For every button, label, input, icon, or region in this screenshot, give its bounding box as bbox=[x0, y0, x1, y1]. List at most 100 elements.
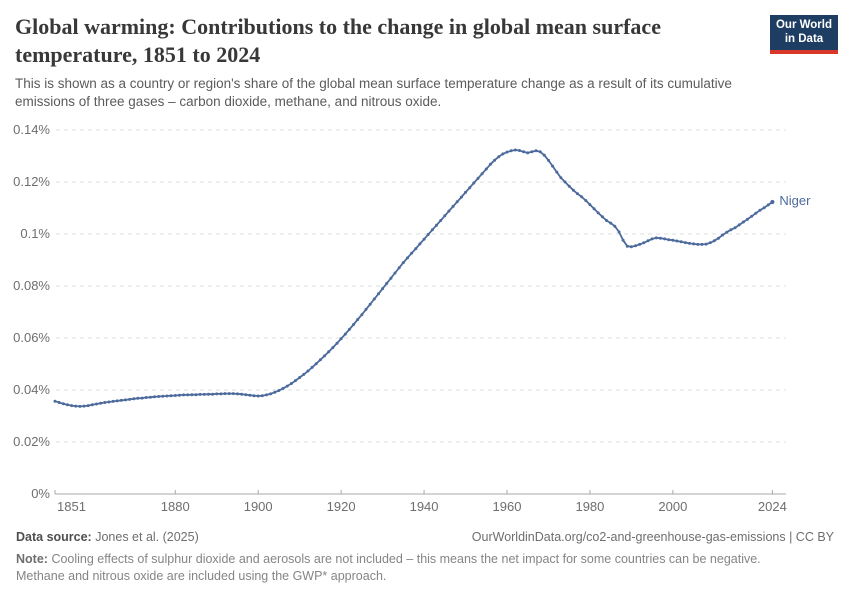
series-point bbox=[78, 404, 82, 408]
series-point bbox=[327, 350, 331, 354]
series-point bbox=[584, 199, 588, 202]
series-point bbox=[468, 186, 472, 190]
series-point bbox=[634, 244, 638, 248]
series-point bbox=[169, 394, 173, 398]
series-point bbox=[277, 389, 281, 392]
series-point bbox=[534, 149, 538, 153]
series-point bbox=[240, 392, 244, 396]
series-point bbox=[61, 402, 65, 406]
y-axis-tick-label: 0.06% bbox=[13, 330, 50, 345]
chart-title: Global warming: Contributions to the cha… bbox=[15, 14, 661, 67]
series-point bbox=[559, 176, 563, 180]
series-point bbox=[82, 404, 86, 408]
series-point bbox=[484, 167, 488, 171]
series-point bbox=[360, 313, 364, 317]
series-line bbox=[54, 149, 774, 408]
series-point bbox=[401, 261, 405, 265]
note-text: Cooling effects of sulphur dioxide and a… bbox=[16, 552, 761, 583]
y-axis-tick-label: 0.08% bbox=[13, 278, 50, 293]
series-point bbox=[260, 394, 264, 398]
series-point bbox=[215, 392, 219, 396]
series-point bbox=[339, 337, 343, 341]
data-source-value: Jones et al. (2025) bbox=[95, 530, 199, 544]
series-point bbox=[182, 393, 186, 397]
series-point bbox=[273, 390, 277, 394]
series-point bbox=[244, 393, 248, 397]
series-point bbox=[746, 217, 749, 221]
series-point bbox=[447, 209, 451, 213]
series-point bbox=[289, 382, 293, 385]
x-axis-tick-label: 1900 bbox=[243, 499, 273, 514]
series-point bbox=[667, 238, 671, 242]
series-point bbox=[721, 233, 725, 237]
series-point bbox=[281, 386, 285, 390]
series-point bbox=[74, 404, 78, 408]
series-point bbox=[211, 392, 215, 396]
series-point bbox=[318, 358, 322, 362]
series-point bbox=[646, 239, 650, 243]
series-point bbox=[190, 393, 194, 397]
series-point bbox=[343, 332, 347, 336]
series-point bbox=[107, 400, 111, 404]
owid-logo[interactable]: Our World in Data bbox=[770, 15, 838, 54]
series-point bbox=[65, 403, 69, 407]
series-point bbox=[381, 287, 385, 291]
series-point bbox=[410, 251, 414, 255]
series-point bbox=[422, 237, 426, 241]
series-point bbox=[663, 237, 667, 241]
series-point bbox=[613, 224, 617, 228]
series-point bbox=[451, 204, 455, 208]
series-point bbox=[729, 228, 733, 232]
series-point bbox=[294, 379, 297, 383]
series-point bbox=[406, 256, 409, 260]
series-point bbox=[733, 226, 737, 230]
series-point bbox=[194, 393, 198, 397]
series-point bbox=[459, 195, 463, 199]
series-point bbox=[472, 181, 476, 185]
series-point bbox=[372, 297, 376, 301]
series-point bbox=[513, 148, 517, 152]
series-point bbox=[501, 152, 505, 156]
series-point bbox=[476, 176, 480, 180]
series-point bbox=[140, 396, 144, 400]
series-point bbox=[111, 399, 115, 403]
series-point bbox=[86, 404, 90, 408]
series-point bbox=[248, 393, 252, 397]
series-point bbox=[750, 214, 754, 218]
x-axis-tick-label: 1880 bbox=[160, 499, 190, 514]
x-axis-tick-label: 1980 bbox=[575, 499, 605, 514]
series-point bbox=[323, 354, 326, 358]
series-entity-label[interactable]: Niger bbox=[779, 193, 811, 209]
series-point bbox=[430, 228, 434, 232]
series-point bbox=[625, 244, 629, 248]
series-point bbox=[712, 239, 716, 243]
series-point bbox=[741, 220, 745, 224]
series-point bbox=[493, 158, 497, 162]
series-point bbox=[136, 396, 140, 400]
x-axis-tick-label: 1851 bbox=[57, 499, 86, 514]
series-point bbox=[617, 230, 621, 234]
series-point bbox=[605, 219, 608, 222]
series-point bbox=[704, 242, 708, 246]
series-point bbox=[302, 372, 306, 376]
series-point bbox=[356, 318, 360, 321]
series-point bbox=[439, 219, 443, 222]
series-point bbox=[688, 241, 691, 245]
series-point bbox=[269, 392, 273, 396]
series-point bbox=[231, 392, 235, 396]
series-point bbox=[563, 180, 567, 184]
series-point bbox=[576, 192, 579, 196]
attribution-link[interactable]: OurWorldinData.org/co2-and-greenhouse-ga… bbox=[471, 530, 834, 544]
series-point bbox=[435, 223, 438, 227]
series-point bbox=[393, 271, 397, 275]
series-point bbox=[368, 302, 372, 306]
series-point bbox=[352, 323, 356, 326]
series-point bbox=[206, 392, 210, 396]
series-point bbox=[600, 215, 604, 219]
series-point bbox=[530, 150, 534, 154]
series-point bbox=[385, 281, 389, 285]
series-point bbox=[675, 239, 679, 243]
